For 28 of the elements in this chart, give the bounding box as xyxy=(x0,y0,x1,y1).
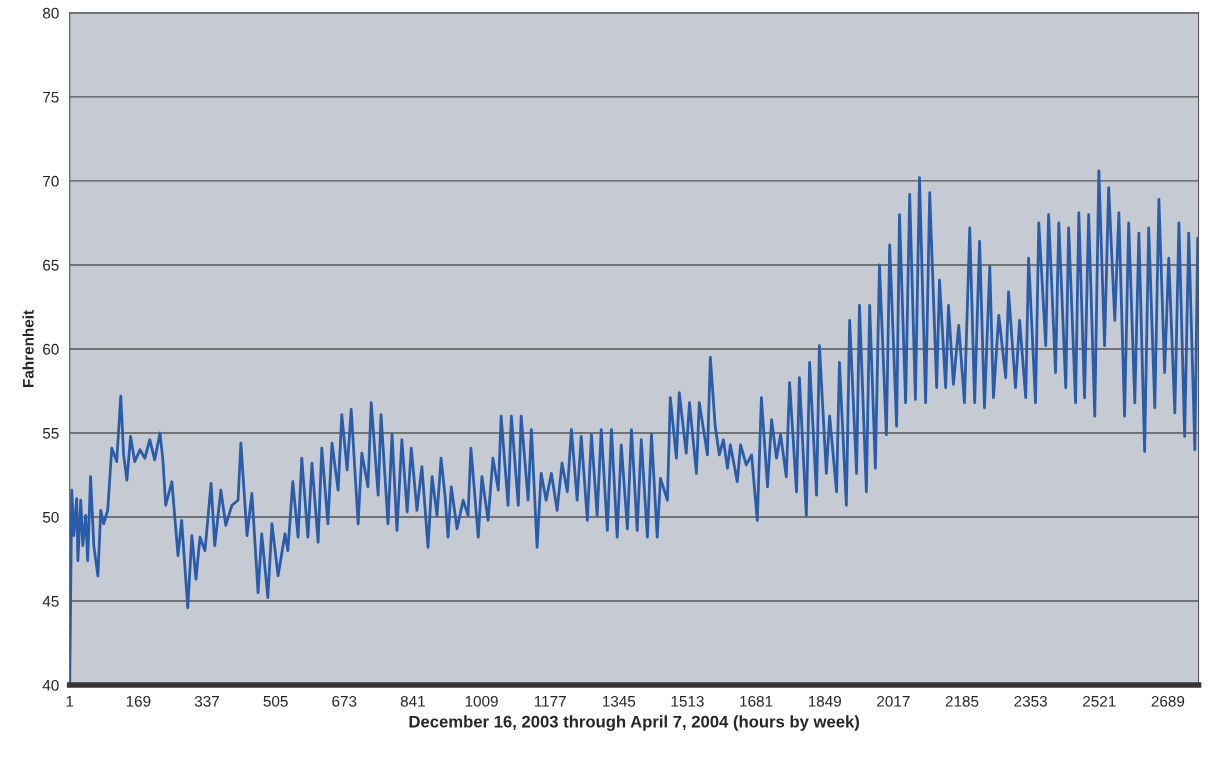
y-tick-label: 80 xyxy=(42,7,59,19)
y-tick-label: 45 xyxy=(42,596,59,607)
y-axis-title: Fahrenheit xyxy=(22,310,34,387)
y-tick-label: 55 xyxy=(42,428,59,439)
x-tick-label: 505 xyxy=(263,695,288,707)
x-tick-label: 1 xyxy=(66,696,74,707)
x-tick-label: 169 xyxy=(126,695,151,707)
x-tick-label: 1177 xyxy=(534,696,566,707)
x-tick-label: 673 xyxy=(332,695,357,707)
x-tick-label: 2185 xyxy=(945,695,979,707)
x-tick-label: 1681 xyxy=(740,695,773,707)
x-tick-label: 2017 xyxy=(877,695,910,707)
y-tick-label: 60 xyxy=(43,343,59,355)
x-tick-label: 1513 xyxy=(671,695,704,707)
y-tick-label: 75 xyxy=(43,91,59,103)
y-tick-label: 50 xyxy=(42,511,59,523)
x-tick-label: 1345 xyxy=(602,695,636,707)
y-tick-label: 65 xyxy=(43,259,59,271)
x-tick-label: 2689 xyxy=(1151,695,1185,707)
x-axis-title: December 16, 2003 through April 7, 2004 (hours by week) xyxy=(409,715,860,731)
y-tick-label: 70 xyxy=(43,175,59,187)
x-tick-label: 1849 xyxy=(808,695,841,707)
x-tick-label: 2521 xyxy=(1083,695,1116,707)
x-tick-label: 1009 xyxy=(465,695,498,707)
x-tick-label: 841 xyxy=(400,695,425,707)
y-tick-label: 40 xyxy=(42,679,59,691)
x-tick-label: 2353 xyxy=(1014,695,1047,707)
x-tick-label: 337 xyxy=(194,695,219,707)
